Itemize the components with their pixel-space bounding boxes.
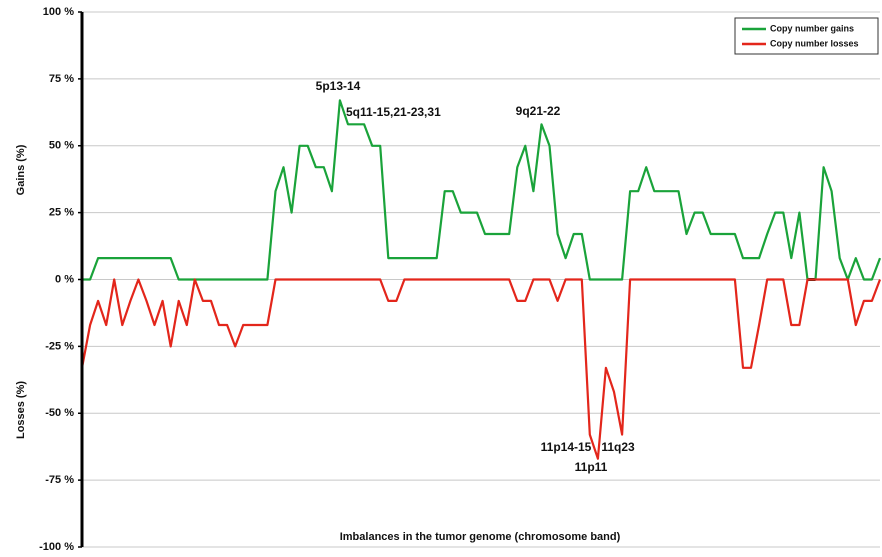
y-tick-label: 50 %	[49, 140, 74, 152]
legend-label: Copy number losses	[770, 38, 859, 48]
y-tick-label: 0 %	[55, 273, 74, 285]
annotation: 5p13-14	[316, 79, 361, 93]
x-label: Imbalances in the tumor genome (chromoso…	[340, 531, 621, 543]
y-tick-label: -25 %	[45, 340, 74, 352]
y-label-gains: Gains (%)	[15, 144, 27, 195]
y-tick-label: 75 %	[49, 73, 74, 85]
annotation: 11p14-15	[541, 440, 592, 454]
annotation: 9q21-22	[516, 104, 561, 118]
y-tick-label: -75 %	[45, 474, 74, 486]
y-tick-label: -100 %	[39, 541, 74, 553]
annotation: 5q11-15,21-23,31	[346, 105, 441, 119]
series-line	[82, 99, 882, 281]
y-label-losses: Losses (%)	[15, 381, 27, 439]
legend-box	[734, 17, 879, 55]
legend-label: Copy number gains	[770, 23, 854, 33]
y-tick-label: 25 %	[49, 207, 74, 219]
annotation: 11p11	[575, 460, 608, 474]
series-line	[80, 278, 882, 460]
y-tick-label: 100 %	[43, 6, 74, 18]
y-tick-label: -50 %	[45, 407, 74, 419]
annotation: 11q23	[601, 440, 635, 454]
